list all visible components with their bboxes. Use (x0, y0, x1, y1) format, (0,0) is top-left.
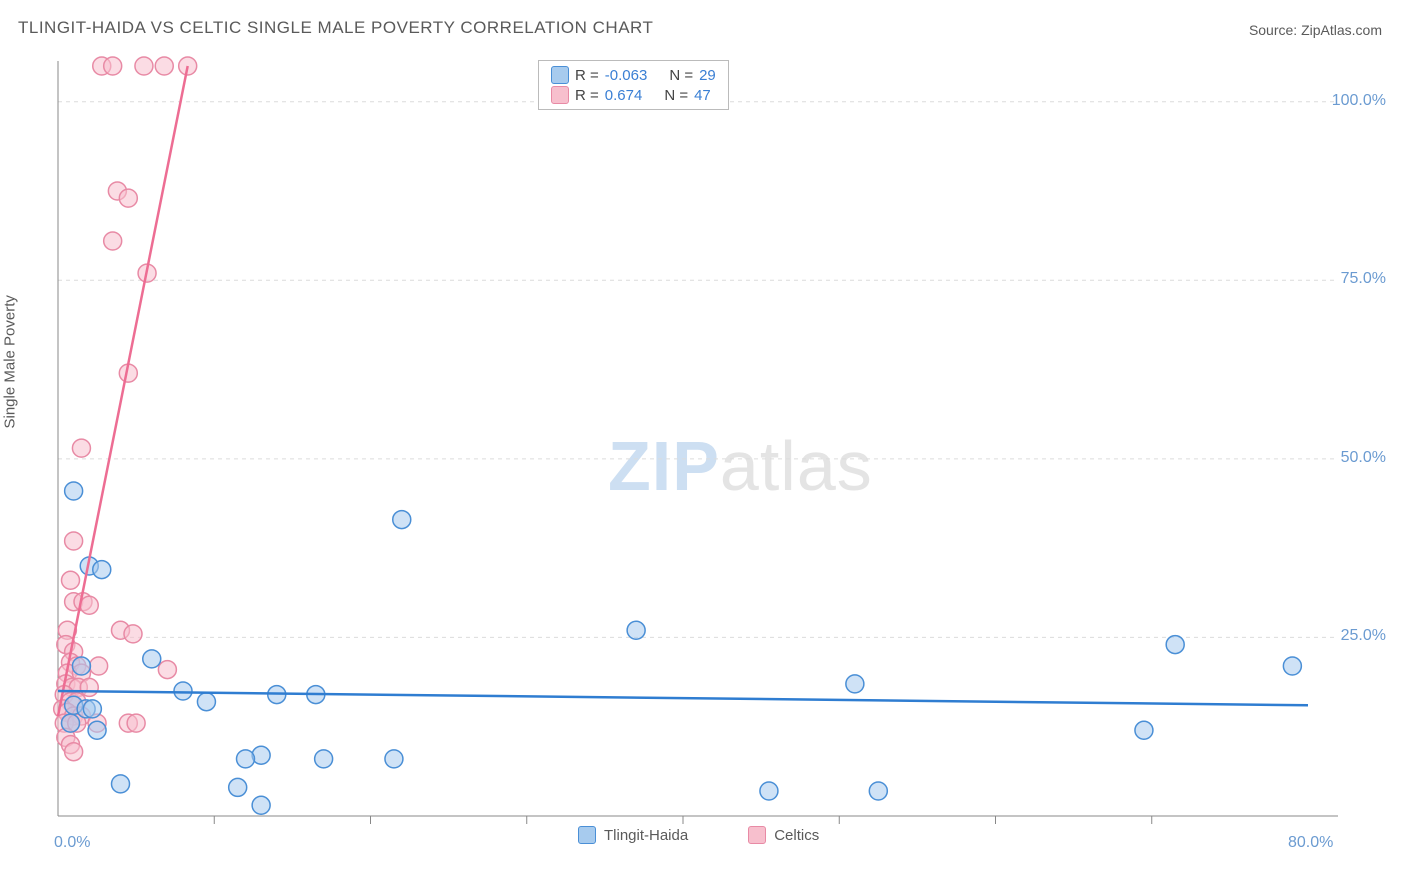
y-tick-label: 50.0% (1341, 449, 1386, 467)
legend-swatch-blue (578, 826, 596, 844)
y-axis-label: Single Male Poverty (2, 295, 19, 428)
legend-swatch-pink (748, 826, 766, 844)
r-label: R = (575, 67, 599, 84)
r-value: -0.063 (605, 67, 648, 84)
source-label: Source: (1249, 22, 1301, 38)
r-label: R = (575, 87, 599, 104)
n-value: 47 (694, 87, 711, 104)
series-legend: Tlingit-Haida Celtics (578, 826, 819, 844)
legend-label: Tlingit-Haida (604, 827, 688, 844)
legend-row: R = 0.674 N = 47 (551, 85, 716, 105)
legend-swatch-blue (551, 66, 569, 84)
legend-row: R = -0.063 N = 29 (551, 65, 716, 85)
n-label: N = (669, 67, 693, 84)
source-link[interactable]: ZipAtlas.com (1301, 22, 1382, 38)
r-value: 0.674 (605, 87, 643, 104)
source-credit: Source: ZipAtlas.com (1249, 22, 1382, 38)
chart-title: TLINGIT-HAIDA VS CELTIC SINGLE MALE POVE… (18, 18, 653, 38)
y-tick-label: 75.0% (1341, 270, 1386, 288)
n-value: 29 (699, 67, 716, 84)
legend-item: Celtics (748, 826, 819, 844)
y-tick-label: 100.0% (1332, 92, 1386, 110)
y-tick-label: 25.0% (1341, 627, 1386, 645)
x-tick-label: 80.0% (1288, 834, 1333, 852)
chart-area: ZIPatlas R = -0.063 N = 29 R = 0.674 N =… (48, 56, 1344, 846)
x-tick-label: 0.0% (54, 834, 90, 852)
correlation-legend: R = -0.063 N = 29 R = 0.674 N = 47 (538, 60, 729, 110)
legend-item: Tlingit-Haida (578, 826, 688, 844)
n-label: N = (664, 87, 688, 104)
legend-swatch-pink (551, 86, 569, 104)
scatter-plot (48, 56, 1344, 846)
legend-label: Celtics (774, 827, 819, 844)
